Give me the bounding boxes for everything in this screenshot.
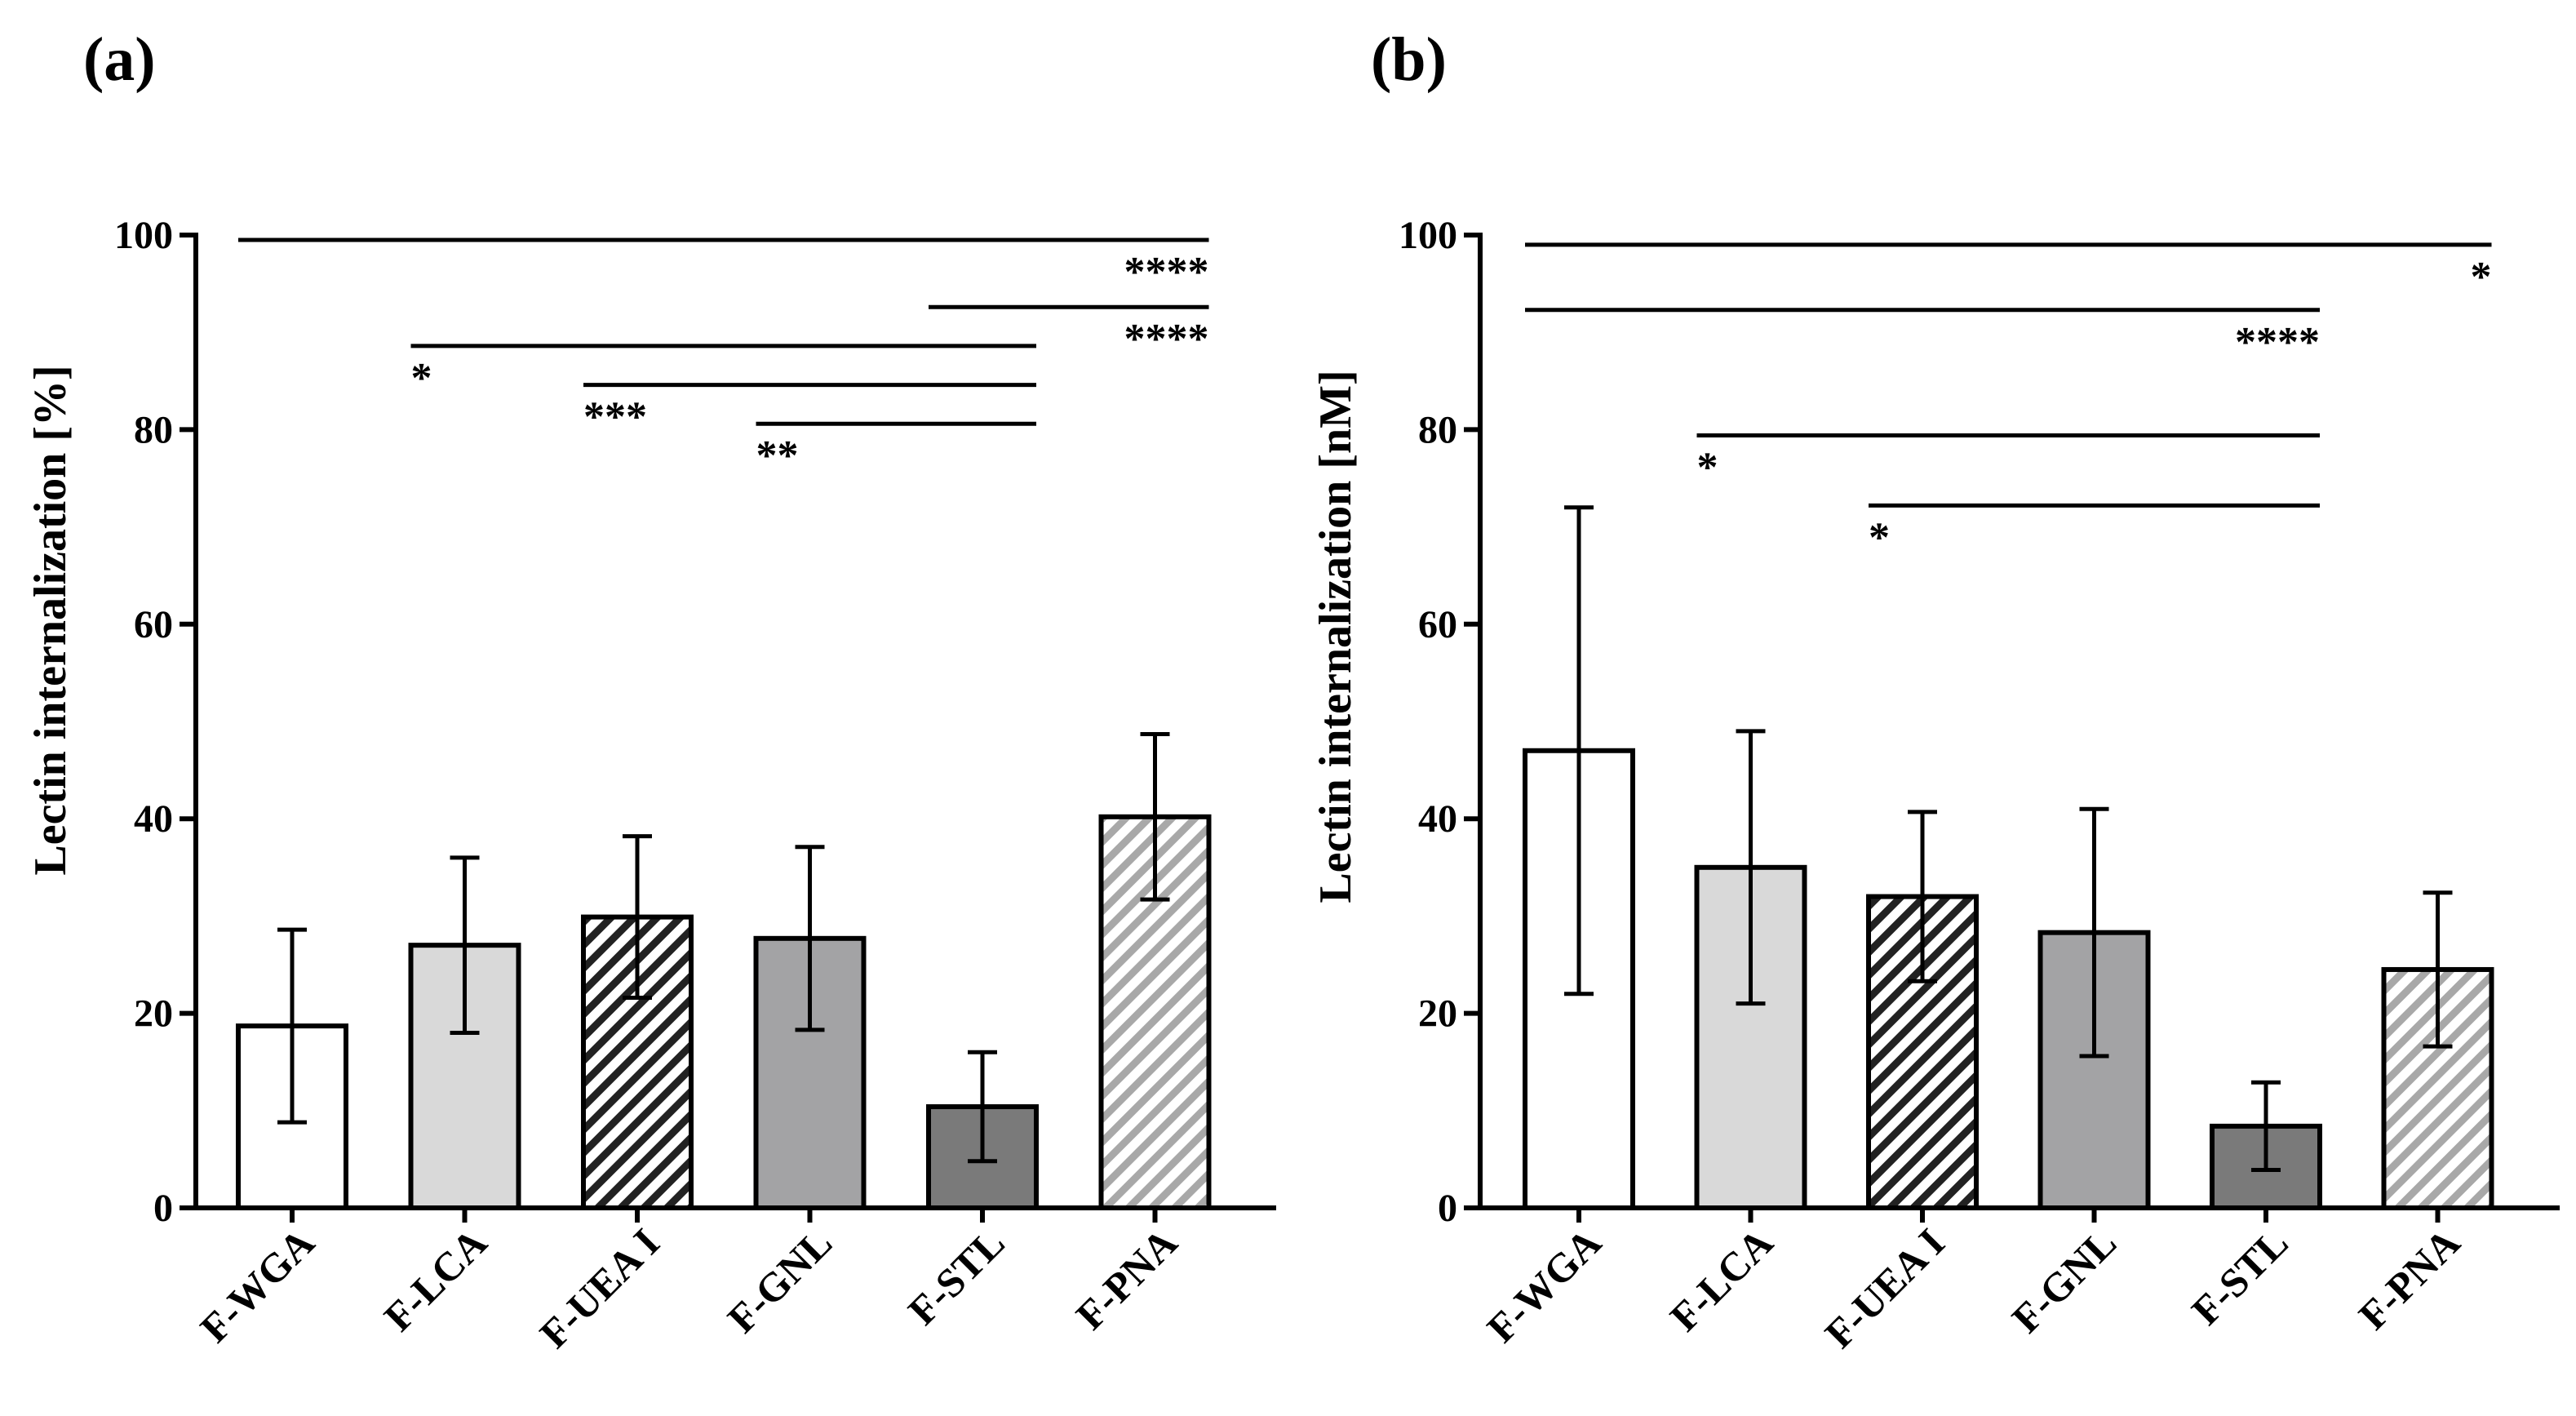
panel-a-y-tick-label: 80 bbox=[134, 408, 173, 451]
panel-a-significance-label: *** bbox=[583, 394, 647, 441]
panel-a-category-label: F-UEA I bbox=[531, 1219, 668, 1356]
panel-a-y-tick-label: 20 bbox=[134, 992, 173, 1036]
panel-a-y-tick-label: 100 bbox=[114, 214, 173, 257]
panel-b-y-tick-label: 20 bbox=[1418, 992, 1457, 1036]
panel-a-category-label: F-LCA bbox=[375, 1219, 496, 1340]
panel-b-category-label: F-UEA I bbox=[1816, 1219, 1953, 1356]
panel-b-label: (b) bbox=[1371, 25, 1447, 94]
panel-a-significance-label: ** bbox=[756, 433, 799, 479]
panel-a-significance-label: **** bbox=[1124, 249, 1209, 295]
panel-b-significance-label: * bbox=[1869, 514, 1890, 561]
panel-a-error-bar-f-stl bbox=[968, 1050, 997, 1164]
panel-a-label: (a) bbox=[83, 25, 156, 94]
panel-a-error-bar-f-pna bbox=[1140, 731, 1170, 902]
panel-a-error-bar-f-wga bbox=[277, 927, 307, 1125]
panel-a-y-tick-label: 60 bbox=[134, 603, 173, 646]
panel-b-y-tick-label: 60 bbox=[1418, 603, 1457, 646]
panel-b-error-bar-f-stl bbox=[2251, 1080, 2281, 1173]
panel-b-y-tick-label: 0 bbox=[1438, 1187, 1457, 1230]
panel-a-category-label: F-WGA bbox=[191, 1219, 322, 1351]
panel-a-error-bar-f-lca bbox=[450, 855, 480, 1035]
panel-b-category-label: F-PNA bbox=[2350, 1219, 2469, 1338]
panel-b-significance-label: * bbox=[2471, 254, 2492, 300]
panel-b-y-axis-title: Lectin internalization [nM] bbox=[1310, 370, 1361, 903]
panel-a-bar-f-gnl bbox=[753, 935, 867, 1211]
panel-a-category-label: F-PNA bbox=[1067, 1219, 1186, 1338]
panel-a-category-label: F-STL bbox=[899, 1219, 1013, 1334]
panel-a: (a) Lectin internalization [%] 0 20 40 60 80… bbox=[25, 25, 1276, 1356]
panel-b-category-label: F-WGA bbox=[1478, 1219, 1609, 1351]
panel-a-significance-label: **** bbox=[1124, 316, 1209, 362]
panel-a-y-tick-label: 40 bbox=[134, 797, 173, 841]
panel-a-error-bar-f-uea-i bbox=[623, 834, 652, 1001]
panel-b-y-tick-label: 40 bbox=[1418, 797, 1457, 841]
panel-b-significance-label: * bbox=[1697, 445, 1718, 491]
panel-b-plot-area: 0 20 40 60 80 100 F-WGA F-LCA F-UEA I F-GNL F-STL F… bbox=[1399, 214, 2560, 1356]
panel-a-plot-area: 0 20 40 60 80 100 F-WGA F-LCA F-UEA I F-GNL F-STL F… bbox=[114, 214, 1276, 1356]
panel-b-category-label: F-STL bbox=[2183, 1219, 2297, 1334]
panel-b-y-tick-label: 100 bbox=[1399, 214, 1457, 257]
panel-b-error-bar-f-pna bbox=[2423, 890, 2453, 1049]
panel-b-y-tick-label: 80 bbox=[1418, 408, 1457, 451]
panel-a-y-axis-title: Lectin internalization [%] bbox=[25, 365, 76, 875]
panel-b: (b) Lectin internalization [nM] 0 20 40 60 8… bbox=[1310, 25, 2560, 1356]
panel-b-significance-label: **** bbox=[2235, 319, 2320, 366]
panel-b-error-bar-f-uea-i bbox=[1908, 810, 1937, 983]
panel-a-y-tick-label: 0 bbox=[153, 1187, 173, 1230]
panel-a-error-bar-f-gnl bbox=[795, 845, 825, 1032]
panel-b-error-bar-f-gnl bbox=[2079, 806, 2109, 1059]
panel-b-category-label: F-GNL bbox=[2003, 1219, 2126, 1342]
panel-b-error-bar-f-lca bbox=[1736, 729, 1766, 1006]
panel-a-category-label: F-GNL bbox=[719, 1219, 841, 1342]
panel-b-error-bar-f-wga bbox=[1564, 505, 1594, 997]
panel-b-category-label: F-LCA bbox=[1661, 1219, 1782, 1340]
panel-a-significance-label: * bbox=[411, 355, 432, 402]
